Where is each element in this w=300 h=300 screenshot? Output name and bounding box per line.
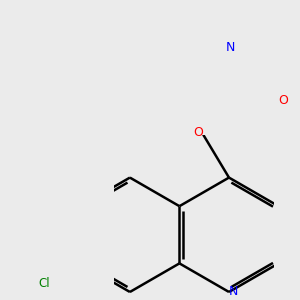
Text: N: N <box>228 286 238 298</box>
Text: O: O <box>193 126 203 139</box>
Text: O: O <box>278 94 288 107</box>
Text: Cl: Cl <box>39 278 50 290</box>
Text: N: N <box>225 41 235 54</box>
